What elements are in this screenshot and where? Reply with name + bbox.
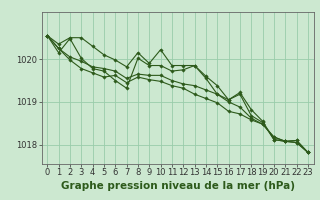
X-axis label: Graphe pression niveau de la mer (hPa): Graphe pression niveau de la mer (hPa): [60, 181, 295, 191]
